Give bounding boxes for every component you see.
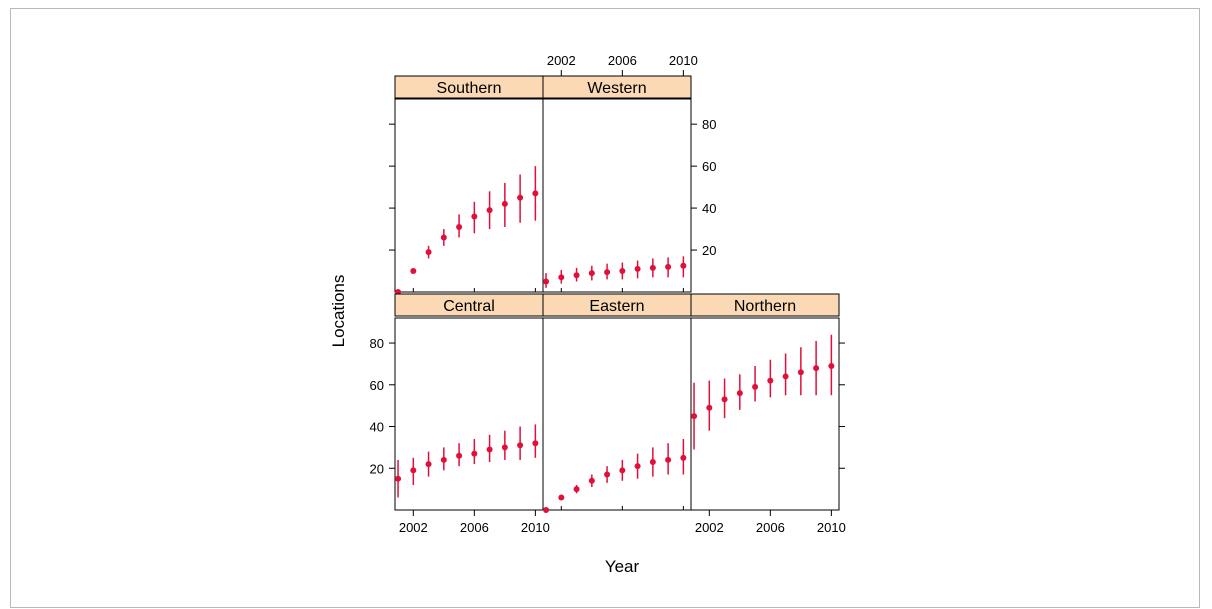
point-eastern-2008 bbox=[649, 459, 656, 465]
point-northern-2001 bbox=[691, 413, 698, 420]
y-axis-title: Locations bbox=[329, 275, 348, 348]
point-southern-2009 bbox=[517, 194, 524, 201]
strip-label-northern: Northern bbox=[734, 298, 796, 315]
x-axis-title: Year bbox=[605, 557, 640, 576]
point-western-2010 bbox=[680, 262, 687, 269]
x-tick-label-bottom: 2006 bbox=[460, 520, 489, 535]
point-central-2002 bbox=[410, 467, 417, 474]
point-northern-2007 bbox=[782, 373, 789, 380]
point-southern-2004 bbox=[440, 234, 447, 241]
x-tick-label-top: 2010 bbox=[669, 53, 698, 68]
point-southern-2007 bbox=[486, 207, 493, 214]
point-western-2006 bbox=[619, 268, 626, 275]
point-western-2007 bbox=[634, 265, 641, 272]
point-central-2007 bbox=[486, 446, 493, 453]
x-tick-label-bottom: 2002 bbox=[695, 520, 724, 535]
point-eastern-2003 bbox=[573, 486, 580, 493]
y-tick-label-right: 80 bbox=[702, 117, 716, 132]
point-eastern-2005 bbox=[604, 471, 611, 478]
panel-northern bbox=[690, 317, 840, 511]
point-eastern-2002 bbox=[558, 494, 565, 501]
point-northern-2005 bbox=[752, 383, 759, 390]
x-tick-label-bottom: 2010 bbox=[521, 520, 550, 535]
point-northern-2009 bbox=[813, 365, 820, 372]
point-northern-2010 bbox=[828, 363, 835, 369]
point-central-2010 bbox=[532, 440, 539, 447]
y-tick-label-left: 20 bbox=[370, 461, 384, 476]
point-southern-2003 bbox=[425, 249, 432, 256]
strip-western bbox=[542, 75, 692, 99]
strip-label-southern: Southern bbox=[437, 80, 502, 97]
panel-western bbox=[542, 98, 692, 293]
point-central-2008 bbox=[501, 444, 508, 451]
y-tick-label-right: 40 bbox=[702, 201, 716, 216]
point-northern-2004 bbox=[736, 390, 743, 397]
point-central-2005 bbox=[456, 452, 463, 459]
x-tick-label-top: 2002 bbox=[547, 53, 576, 68]
point-central-2006 bbox=[471, 450, 478, 457]
x-tick-label-bottom: 2006 bbox=[756, 520, 785, 535]
panel-eastern bbox=[542, 317, 692, 511]
point-western-2003 bbox=[573, 272, 580, 279]
point-central-2003 bbox=[425, 461, 432, 468]
panel-central bbox=[394, 317, 544, 511]
point-central-2001 bbox=[395, 475, 402, 482]
trellis-chart: Southern Western Central Eastern Northern 200… bbox=[329, 53, 846, 576]
strip-label-western: Western bbox=[587, 80, 646, 97]
figure-frame: Southern Western Central Eastern Northern 200… bbox=[10, 8, 1200, 608]
point-western-2001 bbox=[543, 278, 550, 285]
strip-label-central: Central bbox=[443, 298, 495, 315]
y-tick-label-right: 60 bbox=[702, 159, 716, 174]
point-central-2004 bbox=[440, 456, 447, 463]
x-tick-label-top: 2006 bbox=[608, 53, 637, 68]
point-southern-2002 bbox=[410, 268, 417, 275]
x-tick-label-bottom: 2010 bbox=[817, 520, 846, 535]
point-northern-2008 bbox=[797, 369, 804, 376]
y-tick-label-left: 40 bbox=[370, 420, 384, 435]
point-northern-2003 bbox=[721, 396, 728, 403]
x-tick-label-bottom: 2002 bbox=[399, 520, 428, 535]
point-central-2009 bbox=[517, 442, 524, 449]
point-western-2008 bbox=[649, 264, 656, 271]
y-tick-label-left: 80 bbox=[370, 336, 384, 351]
point-eastern-2006 bbox=[619, 467, 626, 474]
y-tick-label-left: 60 bbox=[370, 378, 384, 393]
point-eastern-2004 bbox=[588, 477, 595, 484]
strip-northern bbox=[690, 293, 840, 317]
point-eastern-2009 bbox=[665, 456, 672, 463]
point-western-2005 bbox=[604, 269, 611, 276]
point-western-2002 bbox=[558, 274, 565, 281]
point-eastern-2010 bbox=[680, 454, 687, 461]
point-southern-2010 bbox=[532, 190, 539, 197]
point-northern-2002 bbox=[706, 404, 713, 411]
point-southern-2008 bbox=[501, 200, 508, 207]
y-tick-label-right: 20 bbox=[702, 243, 716, 258]
point-northern-2006 bbox=[767, 377, 774, 384]
point-southern-2005 bbox=[456, 223, 463, 230]
point-western-2004 bbox=[588, 270, 595, 277]
point-eastern-2007 bbox=[634, 463, 641, 470]
point-eastern-2001 bbox=[543, 507, 550, 513]
point-southern-2006 bbox=[471, 213, 478, 220]
point-western-2009 bbox=[665, 263, 672, 270]
strip-label-eastern: Eastern bbox=[589, 298, 644, 315]
